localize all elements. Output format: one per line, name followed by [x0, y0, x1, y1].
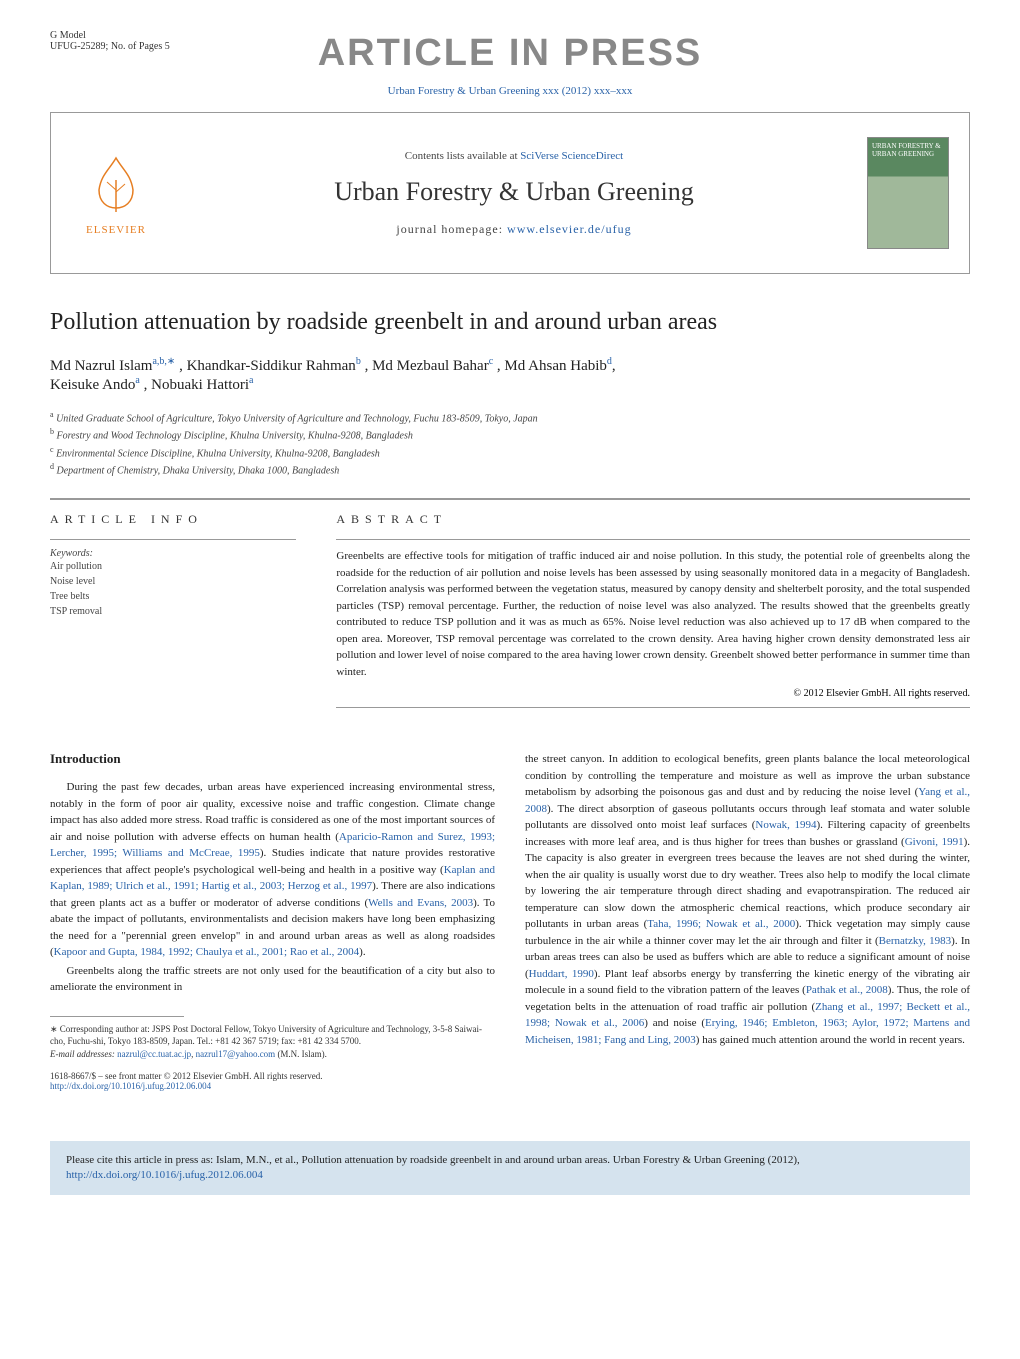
affiliation-d: Department of Chemistry, Dhaka Universit… [57, 465, 340, 476]
col2-cite-4[interactable]: Taha, 1996; Nowak et al., 2000 [647, 918, 795, 930]
footnote-corresponding: ∗ Corresponding author at: JSPS Post Doc… [50, 1023, 495, 1048]
abstract-col: ABSTRACT Greenbelts are effective tools … [316, 499, 970, 716]
homepage-line: journal homepage: www.elsevier.de/ufug [161, 222, 867, 237]
cite-box-text: Please cite this article in press as: Is… [66, 1154, 800, 1166]
author-4: , Md Ahsan Habib [497, 358, 607, 374]
journal-header-box: ELSEVIER Contents lists available at Sci… [50, 112, 970, 274]
keywords-list: Air pollution Noise level Tree belts TSP… [50, 559, 296, 619]
abstract-copyright: © 2012 Elsevier GmbH. All rights reserve… [336, 688, 970, 699]
col2-text-a: the street canyon. In addition to ecolog… [525, 753, 970, 798]
affiliation-a: United Graduate School of Agriculture, T… [56, 413, 538, 424]
homepage-link[interactable]: www.elsevier.de/ufug [507, 222, 632, 236]
contents-prefix: Contents lists available at [405, 150, 520, 162]
main-content: Introduction During the past few decades… [50, 751, 970, 1090]
citation-box: Please cite this article in press as: Is… [50, 1141, 970, 1196]
author-2: , Khandkar-Siddikur Rahman [179, 358, 356, 374]
right-column: the street canyon. In addition to ecolog… [525, 751, 970, 1090]
press-banner: ARTICLE IN PRESS [50, 32, 970, 75]
cite-link-3[interactable]: Wells and Evans, 2003 [368, 897, 473, 909]
article-info-col: ARTICLE INFO Keywords: Air pollution Noi… [50, 499, 316, 716]
keywords-label: Keywords: [50, 548, 296, 559]
footnote-email-suffix: (M.N. Islam). [275, 1049, 327, 1059]
elsevier-name: ELSEVIER [86, 224, 146, 236]
col2-cite-7[interactable]: Pathak et al., 2008 [806, 984, 888, 996]
col2-body: the street canyon. In addition to ecolog… [525, 751, 970, 1048]
author-1: Md Nazrul Islam [50, 358, 152, 374]
affiliation-c: Environmental Science Discipline, Khulna… [56, 448, 380, 459]
col2-cite-6[interactable]: Huddart, 1990 [529, 968, 594, 980]
para2-text: Greenbelts along the traffic streets are… [50, 963, 495, 996]
col2-cite-3[interactable]: Givoni, 1991 [905, 836, 964, 848]
intro-body: During the past few decades, urban areas… [50, 779, 495, 996]
col2-cite-2[interactable]: Nowak, 1994 [755, 819, 816, 831]
elsevier-tree-icon [81, 150, 151, 220]
keyword-4: TSP removal [50, 604, 296, 619]
col2-text-d: ). The capacity is also greater in everg… [525, 836, 970, 931]
left-column: Introduction During the past few decades… [50, 751, 495, 1090]
footnote-email-label: E-mail addresses: [50, 1049, 117, 1059]
footnote-email-2[interactable]: nazrul17@yahoo.com [196, 1049, 276, 1059]
sciencedirect-link[interactable]: SciVerse ScienceDirect [520, 150, 623, 162]
bottom-meta: 1618-8667/$ – see front matter © 2012 El… [50, 1071, 495, 1091]
article-info-head: ARTICLE INFO [50, 512, 296, 527]
article-title: Pollution attenuation by roadside greenb… [50, 309, 970, 336]
authors-list: Md Nazrul Islama,b,∗ , Khandkar-Siddikur… [50, 356, 970, 394]
author-3-sup: c [489, 356, 493, 367]
author-5-sup: a [135, 375, 139, 386]
doi-header-anchor[interactable]: Urban Forestry & Urban Greening xxx (201… [388, 85, 633, 97]
journal-cover-thumbnail: URBAN FORESTRY & URBAN GREENING [867, 137, 949, 249]
info-abstract-row: ARTICLE INFO Keywords: Air pollution Noi… [50, 499, 970, 716]
author-3: , Md Mezbaul Bahar [365, 358, 489, 374]
keyword-3: Tree belts [50, 589, 296, 604]
elsevier-logo: ELSEVIER [71, 138, 161, 248]
footnote-email-1[interactable]: nazrul@cc.tuat.ac.jp [117, 1049, 191, 1059]
keyword-1: Air pollution [50, 559, 296, 574]
abstract-divider-bottom [336, 707, 970, 708]
col2-text-i: ) and noise ( [644, 1017, 705, 1029]
cite-box-doi-link[interactable]: http://dx.doi.org/10.1016/j.ufug.2012.06… [66, 1169, 263, 1181]
abstract-divider-top [336, 539, 970, 540]
author-2-sup: b [356, 356, 361, 367]
abstract-head: ABSTRACT [336, 512, 970, 527]
footnote-divider [50, 1016, 184, 1017]
cite-link-4[interactable]: Kapoor and Gupta, 1984, 1992; Chaulya et… [54, 946, 360, 958]
col2-text-j: ) has gained much attention around the w… [696, 1034, 965, 1046]
abstract-text: Greenbelts are effective tools for mitig… [336, 548, 970, 680]
author-5: Keisuke Ando [50, 377, 135, 393]
bottom-meta-doi[interactable]: http://dx.doi.org/10.1016/j.ufug.2012.06… [50, 1081, 211, 1091]
affiliations: a United Graduate School of Agriculture,… [50, 409, 970, 478]
doi-header-link[interactable]: Urban Forestry & Urban Greening xxx (201… [50, 85, 970, 97]
homepage-prefix: journal homepage: [396, 222, 507, 236]
cover-text: URBAN FORESTRY & URBAN GREENING [868, 138, 948, 163]
author-sep: , [612, 358, 616, 374]
affiliation-b: Forestry and Wood Technology Discipline,… [57, 431, 413, 442]
para1-text-e: ). [359, 946, 365, 958]
keyword-2: Noise level [50, 574, 296, 589]
col2-cite-5[interactable]: Bernatzky, 1983 [879, 935, 952, 947]
intro-heading: Introduction [50, 751, 495, 767]
corresponding-footnote: ∗ Corresponding author at: JSPS Post Doc… [50, 1023, 495, 1061]
author-6: , Nobuaki Hattori [144, 377, 249, 393]
author-6-sup: a [249, 375, 253, 386]
info-divider [50, 539, 296, 540]
author-1-sup: a,b,∗ [152, 356, 175, 367]
gmodel-line1: G Model [50, 30, 86, 41]
bottom-meta-copyright: 1618-8667/$ – see front matter © 2012 El… [50, 1071, 495, 1081]
contents-line: Contents lists available at SciVerse Sci… [161, 150, 867, 162]
journal-title: Urban Forestry & Urban Greening [161, 177, 867, 207]
header-center: Contents lists available at SciVerse Sci… [161, 150, 867, 237]
